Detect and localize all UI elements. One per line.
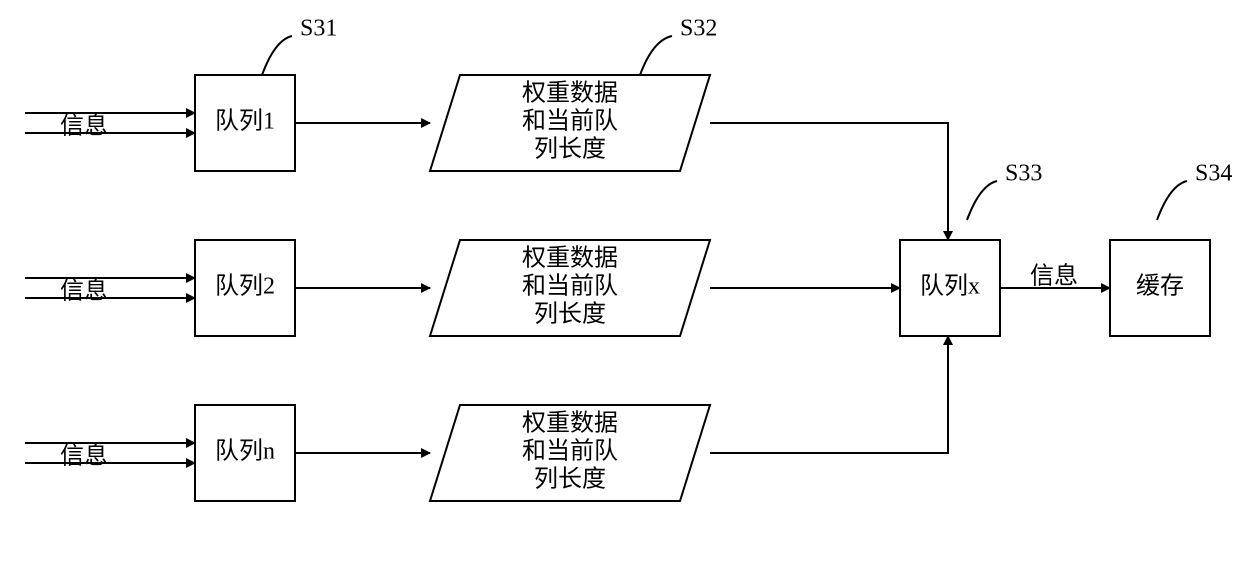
cache-label: 缓存	[1136, 273, 1184, 300]
callout-hook	[967, 181, 997, 220]
input-label: 信息	[60, 278, 108, 305]
callout-hook	[640, 36, 672, 75]
weight-text: 权重数据	[522, 80, 618, 107]
queue-label: 队列n	[215, 438, 275, 465]
arrow-to-merge	[710, 336, 948, 453]
callout-hook	[1157, 181, 1187, 220]
weight-text: 列长度	[534, 136, 606, 163]
weight-text: 和当前队	[522, 108, 618, 135]
input-label: 信息	[60, 443, 108, 470]
queue-label: 队列2	[215, 273, 275, 300]
callout-S31: S31	[300, 16, 337, 42]
weight-text: 和当前队	[522, 438, 618, 465]
callout-S32: S32	[680, 16, 717, 42]
weight-text: 和当前队	[522, 273, 618, 300]
callout-S34: S34	[1195, 161, 1232, 187]
weight-text: 列长度	[534, 301, 606, 328]
weight-text: 权重数据	[522, 245, 618, 272]
arrow-to-merge	[710, 123, 948, 240]
callout-S33: S33	[1005, 161, 1042, 187]
out-label: 信息	[1030, 263, 1078, 290]
merge-queue-label: 队列x	[920, 273, 980, 300]
queue-label: 队列1	[215, 108, 275, 135]
weight-text: 列长度	[534, 466, 606, 493]
input-label: 信息	[60, 113, 108, 140]
weight-text: 权重数据	[522, 410, 618, 437]
callout-hook	[262, 36, 292, 75]
